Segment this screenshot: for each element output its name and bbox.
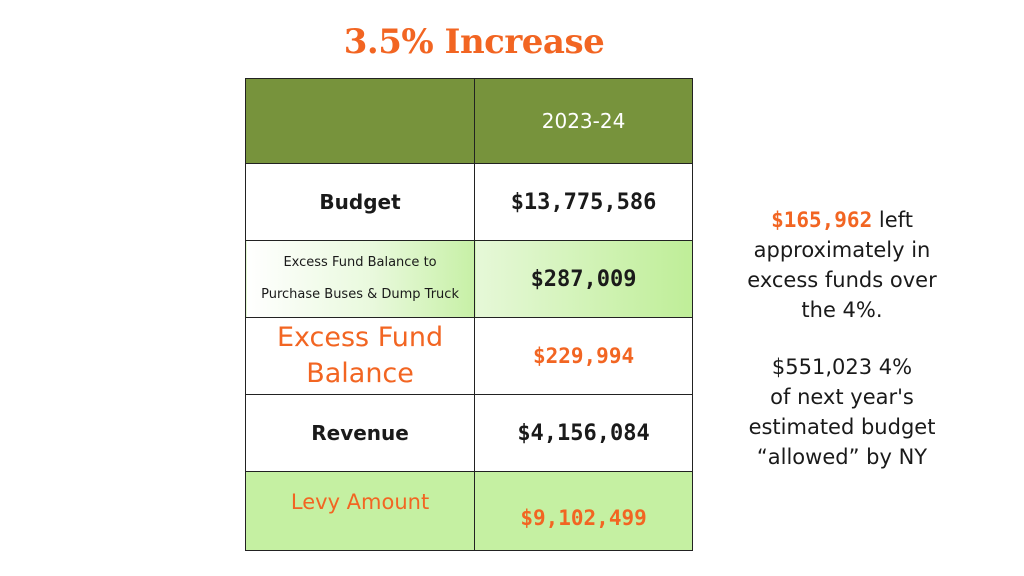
excess-bus-value-cell: $287,009 <box>474 240 693 318</box>
excess-left-line1: $165,962 left <box>730 205 954 235</box>
table-row-revenue: Revenue $4,156,084 <box>244 394 693 472</box>
excess-left-line1-rest: left <box>872 208 913 232</box>
header-empty-cell <box>244 78 476 164</box>
excess-left-line3: excess funds over <box>747 268 937 292</box>
revenue-value-cell: $4,156,084 <box>474 394 693 472</box>
levy-label: Levy Amount <box>290 490 430 514</box>
table-header-row: 2023-24 <box>244 78 693 164</box>
slide-title: 3.5% Increase <box>343 22 605 62</box>
excess-bus-label-line2: Purchase Buses & Dump Truck <box>261 287 459 302</box>
table-row-budget: Budget $13,775,586 <box>244 163 693 241</box>
levy-value: $9,102,499 <box>520 506 647 530</box>
allowed-line1: $551,023 4% <box>771 355 913 379</box>
excess-fund-label-line1: Excess Fund <box>276 322 444 353</box>
allowed-line2: of next year's <box>770 385 914 409</box>
excess-left-note: $165,962 left approximately in excess fu… <box>730 205 954 325</box>
excess-left-line2: approximately in <box>753 238 931 262</box>
levy-value-cell: $9,102,499 <box>474 471 693 551</box>
budget-value: $13,775,586 <box>510 189 657 215</box>
header-year-cell: 2023-24 <box>474 78 693 164</box>
budget-table: 2023-24 Budget $13,775,586 Excess Fund B… <box>244 78 693 551</box>
header-year: 2023-24 <box>541 109 626 133</box>
table-row-levy: Levy Amount $9,102,499 <box>244 471 693 551</box>
excess-left-amount: $165,962 <box>771 208 873 232</box>
excess-fund-label-cell: Excess Fund Balance <box>244 317 476 395</box>
excess-fund-value-cell: $229,994 <box>474 317 693 395</box>
excess-bus-label-line1: Excess Fund Balance to <box>283 255 437 270</box>
table-row-excess-fund: Excess Fund Balance $229,994 <box>244 317 693 395</box>
revenue-label-cell: Revenue <box>244 394 476 472</box>
budget-label: Budget <box>319 190 401 214</box>
excess-fund-label-line2: Balance <box>306 358 414 389</box>
revenue-value: $4,156,084 <box>517 420 650 446</box>
revenue-label: Revenue <box>311 421 409 445</box>
table-row-excess-bus: Excess Fund Balance to Purchase Buses & … <box>244 240 693 318</box>
budget-label-cell: Budget <box>244 163 476 241</box>
excess-fund-value: $229,994 <box>532 344 635 368</box>
allowed-line3: estimated budget <box>748 415 936 439</box>
excess-bus-label-cell: Excess Fund Balance to Purchase Buses & … <box>244 240 476 318</box>
levy-label-cell: Levy Amount <box>244 471 476 551</box>
budget-value-cell: $13,775,586 <box>474 163 693 241</box>
excess-bus-value: $287,009 <box>530 266 637 292</box>
excess-left-line4: the 4%. <box>801 298 883 322</box>
allowed-note: $551,023 4% of next year's estimated bud… <box>730 352 954 472</box>
allowed-line4: “allowed” by NY <box>756 445 928 469</box>
